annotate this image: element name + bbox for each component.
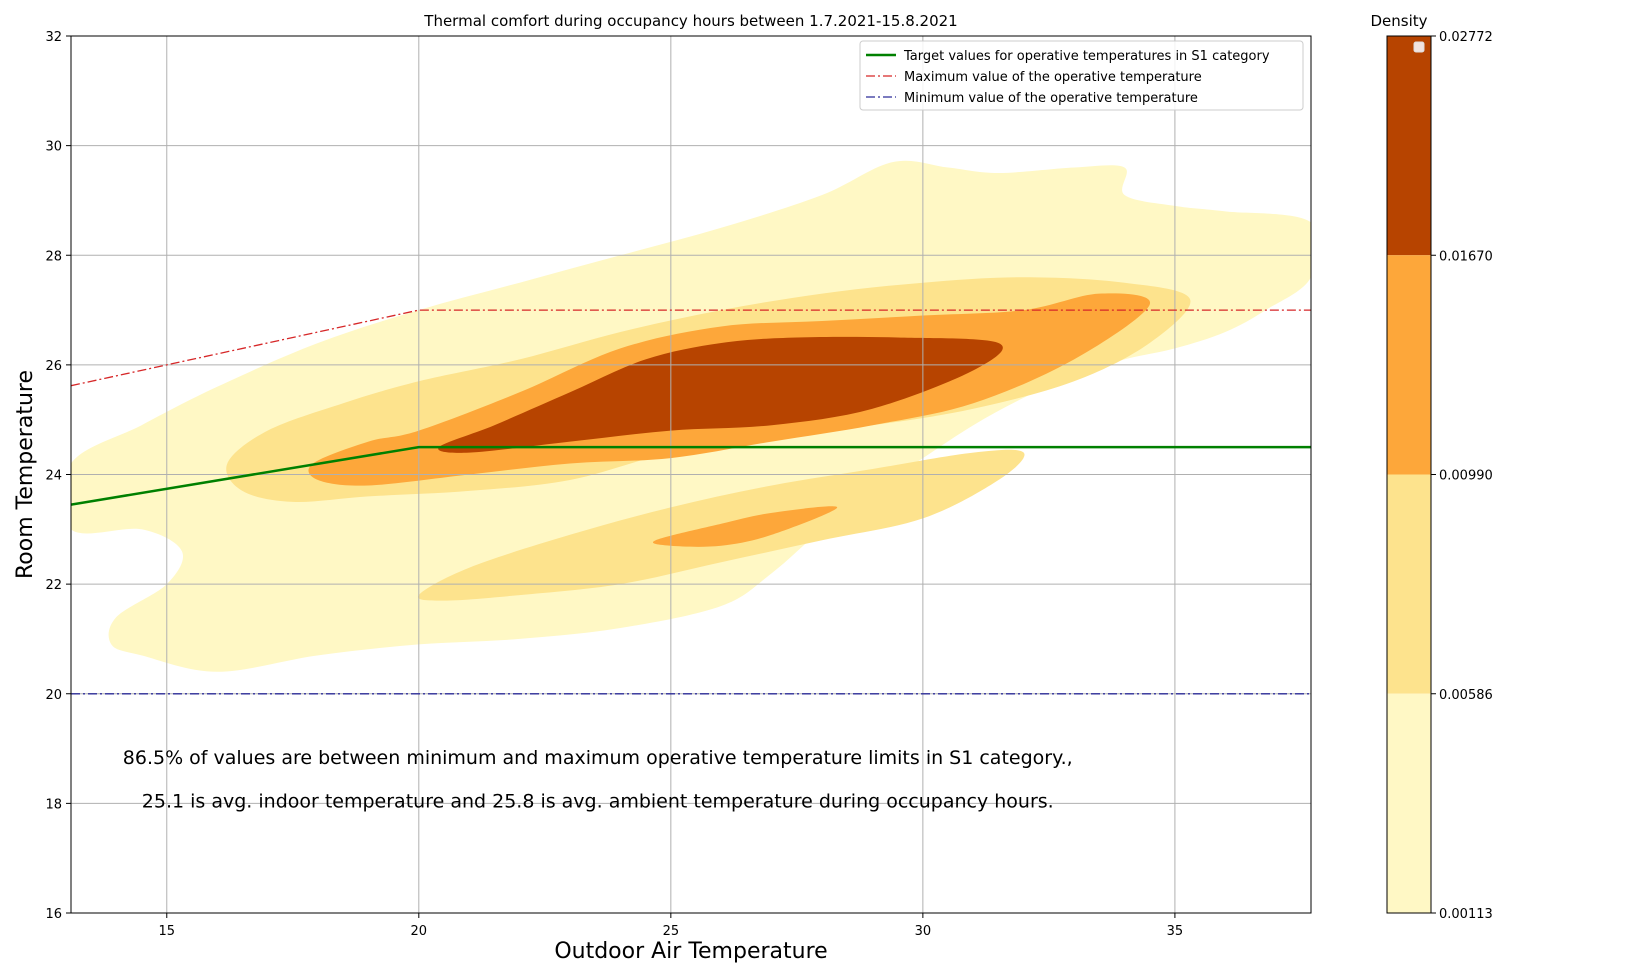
x-tick-label: 15 xyxy=(158,924,175,939)
colorbar-band-3 xyxy=(1387,693,1431,913)
y-tick-label: 28 xyxy=(45,249,62,264)
colorbar-tick-label-2: 0.00990 xyxy=(1439,469,1493,484)
y-tick-label: 16 xyxy=(45,907,62,922)
x-tick-label: 35 xyxy=(1167,924,1184,939)
colorbar-label: Density xyxy=(1370,12,1427,30)
y-tick-label: 22 xyxy=(45,578,62,593)
y-axis-title: Room Temperature xyxy=(13,370,38,579)
y-tick-label: 24 xyxy=(45,469,62,484)
colorbar-tick-label-1: 0.01670 xyxy=(1439,249,1493,264)
colorbar-band-0 xyxy=(1387,36,1431,256)
x-tick-label: 20 xyxy=(411,924,428,939)
legend-label-1: Maximum value of the operative temperatu… xyxy=(904,70,1202,85)
y-tick-label: 30 xyxy=(45,140,62,155)
x-tick-label: 30 xyxy=(915,924,932,939)
legend-label-2: Minimum value of the operative temperatu… xyxy=(904,91,1198,106)
x-ticks: 15 20 25 30 35 xyxy=(158,913,1183,939)
colorbar-band-2 xyxy=(1387,474,1431,694)
density-region-level-3-0 xyxy=(438,336,1003,453)
x-axis-title: Outdoor Air Temperature xyxy=(554,939,827,964)
legend-label-0: Target values for operative temperatures… xyxy=(903,49,1270,64)
y-tick-label: 32 xyxy=(45,30,62,45)
annotation-line-2: 25.1 is avg. indoor temperature and 25.8… xyxy=(142,791,1054,813)
x-tick-label: 25 xyxy=(663,924,680,939)
density-region-level-2-1 xyxy=(652,506,838,547)
plot-area xyxy=(71,160,1311,672)
colorbar-tick-label-4: 0.00113 xyxy=(1439,907,1493,922)
colorbar-legend-marker xyxy=(1413,41,1425,53)
y-tick-label: 20 xyxy=(45,688,62,703)
y-tick-label: 26 xyxy=(45,359,62,374)
series-lines xyxy=(71,309,1311,695)
legend-box xyxy=(859,40,1304,111)
colorbar-tick-label-3: 0.00586 xyxy=(1439,688,1493,703)
y-ticks: 16 18 20 22 24 26 28 30 32 xyxy=(45,30,71,922)
annotation-line-1: 86.5% of values are between minimum and … xyxy=(123,747,1073,769)
colorbar: 0.02772 0.01670 0.00990 0.00586 0.00113 xyxy=(1386,30,1493,922)
y-tick-label: 18 xyxy=(45,797,62,812)
chart-title: Thermal comfort during occupancy hours b… xyxy=(423,12,957,30)
colorbar-tick-label-0: 0.02772 xyxy=(1439,30,1493,45)
series-line-0 xyxy=(71,445,1311,506)
legend: Target values for operative temperatures… xyxy=(859,40,1304,111)
colorbar-band-1 xyxy=(1387,255,1431,475)
